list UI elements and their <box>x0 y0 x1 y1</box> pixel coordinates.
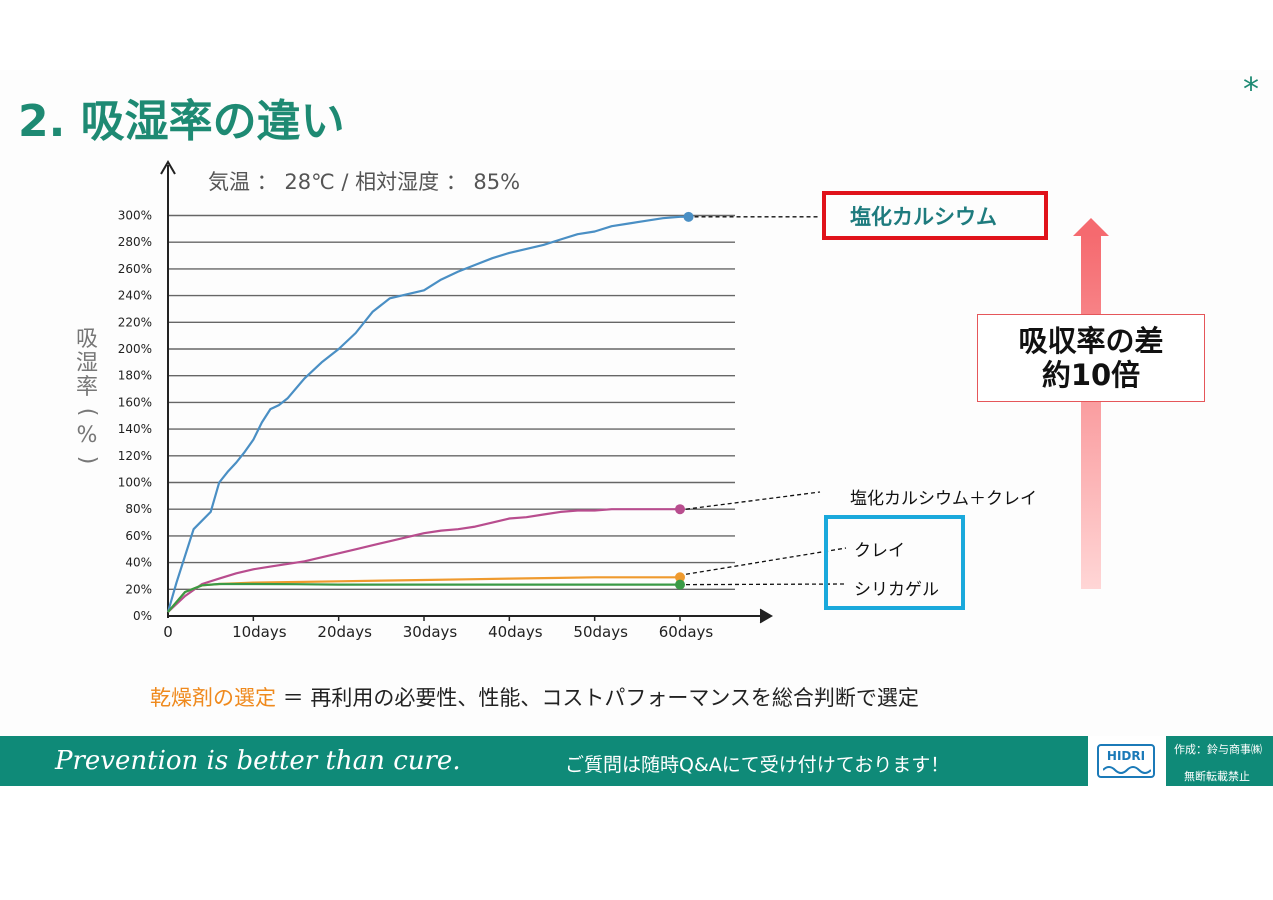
x-tick-label: 20days <box>317 623 372 641</box>
y-axis-label-char: 湿 <box>75 351 98 376</box>
y-tick-label: 300% <box>118 209 152 223</box>
x-tick-label: 10days <box>232 623 287 641</box>
chart-leaders <box>685 216 847 586</box>
y-tick-label: 240% <box>118 289 152 303</box>
arrow-head <box>1073 218 1109 236</box>
chart-series <box>166 211 694 613</box>
measurement-conditions: 気温 ： 28℃ / 相対湿度 ： 85% <box>208 170 521 194</box>
x-axis-arrowhead <box>759 608 773 624</box>
y-tick-label: 0% <box>133 609 152 623</box>
author-credit: 作成：鈴与商事㈱ <box>1174 743 1262 756</box>
y-tick-label: 80% <box>125 502 152 516</box>
slide-title: 2. 吸湿率の違い <box>18 96 345 147</box>
summary-highlight: 乾燥剤の選定 <box>150 686 276 710</box>
x-tick-label: 0 <box>163 623 173 641</box>
cacl_clay-end-marker <box>675 504 685 515</box>
summary-rest: ＝ 再利用の必要性、性能、コストパフォーマンスを総合判断で選定 <box>276 686 919 710</box>
difference-arrow <box>1073 218 1109 589</box>
y-tick-label: 260% <box>118 262 152 276</box>
cacl-highlight-box <box>822 191 1048 240</box>
x-tick-label: 50days <box>573 623 628 641</box>
selection-summary: 乾燥剤の選定 ＝ 再利用の必要性、性能、コストパフォーマンスを総合判断で選定 <box>150 682 919 712</box>
y-axis-label-char: 率 <box>75 375 98 400</box>
y-tick-label: 160% <box>118 395 152 409</box>
cacl-label: 塩化カルシウム <box>850 205 997 229</box>
registered-mark: ® <box>1153 736 1162 746</box>
y-tick-label: 200% <box>118 342 152 356</box>
cacl_clay-line <box>167 508 680 613</box>
silica-line <box>167 582 680 613</box>
silica-label: シリカゲル <box>854 580 939 600</box>
asterisk-mark: * <box>1243 70 1259 108</box>
y-tick-label: 180% <box>118 369 152 383</box>
clay-label: クレイ <box>854 541 905 561</box>
y-tick-label: 40% <box>125 556 152 570</box>
silica-end-marker <box>675 579 685 590</box>
y-axis-label-char: % <box>76 423 98 448</box>
difference-callout: 吸収率の差 約10倍 <box>977 314 1205 402</box>
logo-frame: HIDRI <box>1097 744 1155 778</box>
logo-wave-icon <box>1103 766 1151 774</box>
chart-ticks: 0% 20% 40% 60% 80% 100% 120% 140% 160% 180% 200% 22… <box>118 209 714 642</box>
cacl-end-marker <box>683 211 694 222</box>
y-axis-arrowhead <box>160 160 176 175</box>
hidri-logo: HIDRI <box>1088 736 1166 786</box>
slide: 2. 吸湿率の違い * 0% 20% 40% 60% 80% 100% 120% 140% 16… <box>0 70 1273 786</box>
y-tick-label: 100% <box>118 476 152 490</box>
absorption-chart: 0% 20% 40% 60% 80% 100% 120% 140% 160% 180% 200% 22… <box>118 160 1109 642</box>
difference-line1: 吸収率の差 <box>1018 324 1164 358</box>
y-axis-label-char: ( <box>75 407 100 417</box>
x-tick-label: 40days <box>488 623 543 641</box>
logo-text: HIDRI <box>1106 749 1146 763</box>
footer-qa-note: ご質問は随時Q&Aにて受け付けております！ <box>565 754 950 776</box>
y-tick-label: 20% <box>125 582 152 596</box>
y-tick-label: 60% <box>125 529 152 543</box>
clay-leader <box>685 547 847 575</box>
cacl-clay-label: 塩化カルシウム＋クレイ <box>850 489 1037 509</box>
footer-motto: Prevention is better than cure. <box>55 746 461 776</box>
silica-leader <box>685 583 847 586</box>
y-tick-label: 220% <box>118 315 152 329</box>
difference-line2: 約10倍 <box>1041 358 1141 392</box>
x-tick-label: 30days <box>403 623 458 641</box>
clay-silica-highlight-box <box>824 515 965 610</box>
y-tick-label: 120% <box>118 449 152 463</box>
clay-line <box>167 576 680 613</box>
copyright-notice: 無断転載禁止 <box>1184 770 1250 783</box>
y-tick-label: 280% <box>118 235 152 249</box>
x-tick-label: 60days <box>659 623 714 641</box>
cacl-line <box>166 215 689 613</box>
chart-grid <box>168 214 735 590</box>
y-axis-label-char: 吸 <box>75 327 98 352</box>
y-tick-label: 140% <box>118 422 152 436</box>
arrow-shaft <box>1081 235 1101 589</box>
y-axis-label: 吸 湿 率 ( % ) <box>72 328 102 472</box>
cacl-clay-leader <box>685 491 821 510</box>
chart-axes <box>160 160 773 624</box>
footer-bar: Prevention is better than cure. ご質問は随時Q&… <box>0 736 1273 786</box>
y-axis-label-char: ) <box>75 455 100 465</box>
clay-end-marker <box>675 572 685 583</box>
